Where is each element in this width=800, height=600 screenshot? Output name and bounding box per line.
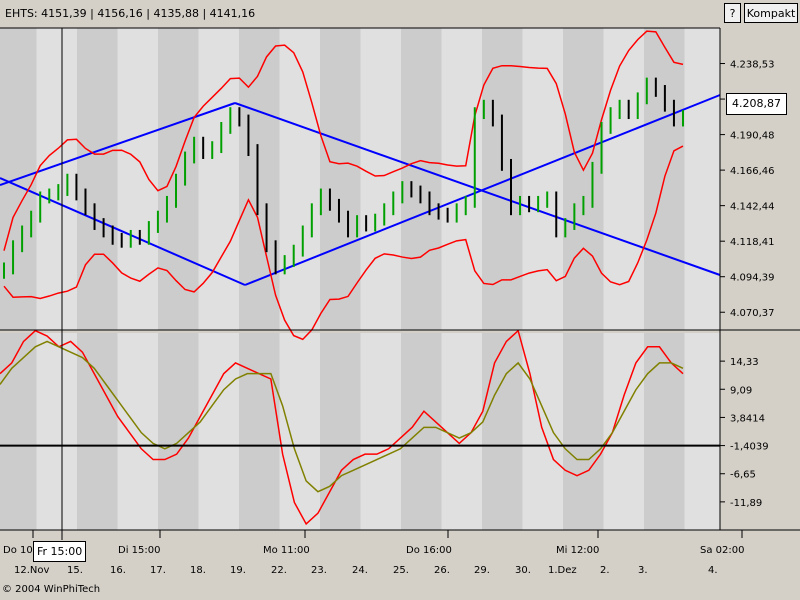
price-band	[279, 28, 320, 330]
price-band	[522, 28, 563, 330]
x-date-label: 17.	[150, 565, 166, 576]
x-date-label: 18.	[190, 565, 206, 576]
lower-bollinger-band	[3, 145, 684, 341]
trendline	[0, 102, 236, 186]
oscillator-tick-label: -11,89	[730, 498, 762, 509]
price-band	[563, 28, 604, 330]
price-tick-label: 4.094,39	[730, 273, 775, 284]
bollinger-bands	[3, 30, 684, 341]
x-date-label: 25.	[393, 565, 409, 576]
trendline	[234, 102, 721, 276]
x-date-label: 26.	[434, 565, 450, 576]
price-band	[77, 28, 118, 330]
help-button[interactable]: ?	[724, 3, 741, 23]
oscillator-band	[279, 333, 320, 530]
x-date-label: 29.	[474, 565, 490, 576]
x-time-label: Di 15:00	[118, 545, 160, 556]
oscillator-band	[441, 333, 482, 530]
oscillator-band	[36, 333, 77, 530]
oscillator-band	[239, 333, 280, 530]
axes: 4.238,534.214,504.190,484.166,464.142,44…	[0, 27, 800, 576]
oscillator-band	[320, 333, 361, 530]
oscillator-tick-label: -1,4039	[730, 442, 769, 453]
oscillator-band	[482, 333, 523, 530]
x-time-label: Mi 12:00	[556, 545, 599, 556]
upper-bollinger-band	[3, 30, 684, 251]
x-date-label: 23.	[311, 565, 327, 576]
kompakt-button[interactable]: Kompakt	[744, 3, 798, 23]
x-date-label: 15.	[67, 565, 83, 576]
oscillator-lines	[0, 329, 684, 526]
x-date-label: 3.	[638, 565, 648, 576]
price-tick-label: 4.118,41	[730, 237, 775, 248]
price-band	[684, 28, 720, 330]
instrument-title: EHTS: 4151,39 | 4156,16 | 4135,88 | 4141…	[5, 7, 256, 20]
price-bars	[3, 77, 684, 279]
oscillator-panel-bands	[0, 333, 720, 530]
price-band	[117, 28, 158, 330]
price-band	[360, 28, 401, 330]
oscillator-tick-label: 3,8414	[730, 413, 765, 424]
x-date-label: 12.Nov	[14, 565, 50, 576]
x-date-label: 4.	[708, 565, 718, 576]
price-band	[36, 28, 77, 330]
oscillator-band	[77, 333, 118, 530]
price-panel-bands	[0, 28, 720, 330]
oscillator-band	[360, 333, 401, 530]
price-tick-label: 4.070,37	[730, 308, 775, 319]
x-date-label: 24.	[352, 565, 368, 576]
oscillator-band	[198, 333, 239, 530]
x-date-label: 1.Dez	[548, 565, 577, 576]
price-band	[320, 28, 361, 330]
x-date-label: 16.	[110, 565, 126, 576]
x-date-label: 22.	[271, 565, 287, 576]
oscillator-tick-label: 14,33	[730, 357, 759, 368]
oscillator-slow-line	[0, 340, 684, 493]
cursor-time-label: Fr 15:00	[33, 541, 87, 562]
x-date-label: 19.	[230, 565, 246, 576]
oscillator-band	[117, 333, 158, 530]
price-band	[158, 28, 199, 330]
copyright-text: © 2004 WinPhiTech	[2, 584, 101, 595]
x-time-label: Sa 02:00	[700, 545, 744, 556]
x-time-label: Do 16:00	[406, 545, 452, 556]
price-tick-label: 4.142,44	[730, 202, 775, 213]
price-tick-label: 4.166,46	[730, 166, 775, 177]
price-tick-label: 4.238,53	[730, 60, 775, 71]
oscillator-band	[603, 333, 644, 530]
x-date-label: 2.	[600, 565, 610, 576]
price-band	[401, 28, 442, 330]
price-tick-label: 4.190,48	[730, 131, 775, 142]
oscillator-band	[0, 333, 41, 530]
price-band	[603, 28, 644, 330]
oscillator-tick-label: -6,65	[730, 470, 756, 481]
oscillator-tick-label: 9,09	[730, 385, 752, 396]
oscillator-fast-line	[0, 329, 684, 526]
x-time-label: Mo 11:00	[263, 545, 310, 556]
oscillator-band	[563, 333, 604, 530]
price-band	[198, 28, 239, 330]
x-date-label: 30.	[515, 565, 531, 576]
oscillator-band	[684, 333, 720, 530]
current-price-label: 4.208,87	[726, 93, 787, 115]
x-time-label: Do 10	[3, 545, 33, 556]
